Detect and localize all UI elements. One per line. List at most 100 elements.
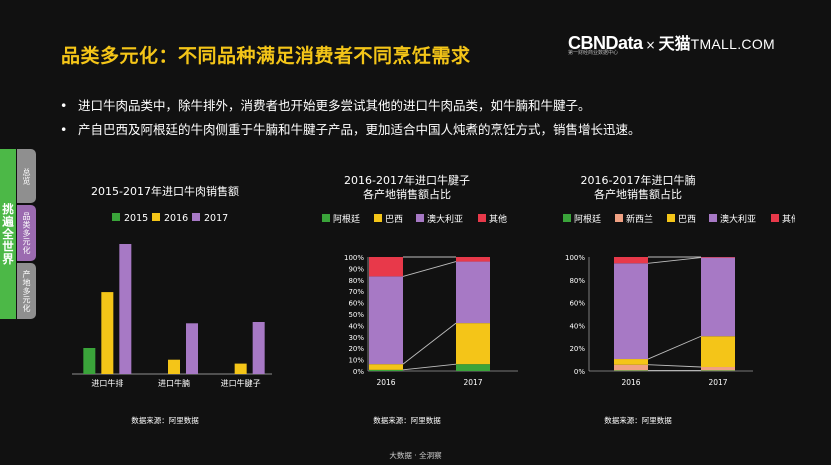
logo-tagline: 第一财经商业数据中心 xyxy=(568,50,619,56)
stack-seg-巴西-2016 xyxy=(369,364,403,370)
stack-connector-line xyxy=(402,363,457,371)
legend-swatch xyxy=(192,213,200,221)
stack-seg-其他-2016 xyxy=(614,257,648,264)
y-tick-label: 90% xyxy=(348,265,364,273)
tmall-logo-cn: 天猫 xyxy=(658,34,691,53)
footer-slogan: 大数据 · 全洞察 xyxy=(389,451,442,460)
nav-tab-label: 品类多元化 xyxy=(22,211,31,255)
nav-tab-label: 总览 xyxy=(22,167,31,185)
x-tick-label: 2016 xyxy=(376,378,395,387)
stack-seg-阿根廷-2017 xyxy=(701,370,735,371)
y-tick-label: 20% xyxy=(569,345,585,353)
y-tick-label: 40% xyxy=(569,322,585,330)
legend-swatch xyxy=(374,214,382,222)
chart-title: 2016-2017年进口牛腩 xyxy=(581,173,696,187)
legend-swatch xyxy=(112,213,120,221)
stack-seg-其他-2017 xyxy=(456,257,490,262)
y-tick-label: 0% xyxy=(574,368,585,376)
legend-label: 巴西 xyxy=(385,214,403,225)
legend-label: 巴西 xyxy=(678,214,696,225)
y-tick-label: 10% xyxy=(348,357,364,365)
stack-seg-澳大利亚-2017 xyxy=(456,261,490,324)
stack-connector-line xyxy=(647,335,702,360)
section-nav-main[interactable] xyxy=(0,149,16,319)
bullet-text: 产自巴西及阿根廷的牛肉侧重于牛腩和牛腱子产品，更加适合中国人炖煮的烹饪方式，销售… xyxy=(78,122,641,137)
x-tick-label: 2016 xyxy=(621,378,640,387)
legend-label: 澳大利亚 xyxy=(720,213,756,225)
stack-seg-新西兰-2017 xyxy=(701,367,735,371)
y-tick-label: 30% xyxy=(348,334,364,342)
stack-seg-阿根廷-2016 xyxy=(614,370,648,371)
bar-2015-进口牛排 xyxy=(83,348,96,374)
stack-seg-新西兰-2016 xyxy=(614,364,648,371)
bar-2016-进口牛腩 xyxy=(168,359,180,374)
legend-swatch xyxy=(478,214,486,222)
bullet-list: • 进口牛肉品类中，除牛排外，消费者也开始更多尝试其他的进口牛肉品类，如牛腩和牛腱… xyxy=(60,94,641,142)
stack-connector-line xyxy=(402,322,457,365)
x-tick-label: 2017 xyxy=(708,378,727,387)
bullet-item: • 产自巴西及阿根廷的牛肉侧重于牛腩和牛腱子产品，更加适合中国人炖煮的烹饪方式，销… xyxy=(60,118,641,142)
x-tick-label: 进口牛排 xyxy=(91,378,123,388)
y-tick-label: 100% xyxy=(344,254,364,262)
legend-label: 2015 xyxy=(124,213,148,224)
y-tick-label: 60% xyxy=(348,300,364,308)
nav-tab-category-diversity[interactable]: 品类多元化 xyxy=(17,205,36,261)
chart-title: 2016-2017年进口牛腱子 xyxy=(344,173,470,187)
nav-tab-overview[interactable]: 总览 xyxy=(17,149,36,203)
legend-label: 其他 xyxy=(489,213,507,225)
legend-swatch xyxy=(416,214,424,222)
stack-seg-巴西-2017 xyxy=(456,323,490,365)
y-tick-label: 40% xyxy=(348,322,364,330)
stack-seg-其他-2017 xyxy=(701,257,735,258)
chart-subtitle: 各产地销售额占比 xyxy=(594,187,682,201)
data-source-note: 数据来源：阿里数据 xyxy=(131,415,199,425)
tmall-logo-en: TMALL.COM xyxy=(690,36,775,52)
legend-swatch xyxy=(322,214,330,222)
legend-swatch xyxy=(667,214,675,222)
bullet-dot-icon: • xyxy=(60,98,68,113)
x-tick-label: 进口牛腩 xyxy=(158,378,190,388)
section-nav-main-label: 挑遍全世界 xyxy=(1,202,15,266)
stack-seg-其他-2016 xyxy=(369,257,403,277)
stack-connector-line xyxy=(647,257,702,264)
stack-seg-阿根廷-2017 xyxy=(456,364,490,371)
logo-separator: × xyxy=(645,38,656,52)
chart-subtitle: 各产地销售额占比 xyxy=(363,187,451,201)
legend-swatch xyxy=(563,214,571,222)
legend-label: 阿根廷 xyxy=(574,213,601,225)
y-tick-label: 50% xyxy=(348,311,364,319)
legend-label: 其他 xyxy=(782,213,795,225)
y-tick-label: 0% xyxy=(353,368,364,376)
y-tick-label: 100% xyxy=(565,254,585,262)
x-tick-label: 2017 xyxy=(463,378,482,387)
legend-label: 新西兰 xyxy=(626,213,653,225)
legend-label: 2016 xyxy=(164,213,188,224)
bullet-item: • 进口牛肉品类中，除牛排外，消费者也开始更多尝试其他的进口牛肉品类，如牛腩和牛腱… xyxy=(60,94,641,118)
nav-tab-origin-diversity[interactable]: 产地多元化 xyxy=(17,263,36,319)
stack-connector-line xyxy=(647,364,702,368)
bar-2017-进口牛腩 xyxy=(186,323,198,374)
y-tick-label: 20% xyxy=(348,345,364,353)
bullet-dot-icon: • xyxy=(60,122,68,137)
data-source-note: 数据来源：阿里数据 xyxy=(604,415,672,425)
legend-label: 阿根廷 xyxy=(333,213,360,225)
stack-seg-澳大利亚-2016 xyxy=(369,276,403,365)
legend-swatch xyxy=(771,214,779,222)
y-tick-label: 60% xyxy=(569,300,585,308)
nav-tab-label: 产地多元化 xyxy=(22,269,31,313)
stack-seg-澳大利亚-2017 xyxy=(701,257,735,337)
y-tick-label: 70% xyxy=(348,288,364,296)
legend-swatch xyxy=(709,214,717,222)
sales-bar-chart: 2015-2017年进口牛肉销售额 2015 2016 2017 进口牛排 进口牛腩 进口牛… xyxy=(72,184,272,425)
legend-label: 澳大利亚 xyxy=(427,213,463,225)
legend-swatch xyxy=(615,214,623,222)
bullet-text: 进口牛肉品类中，除牛排外，消费者也开始更多尝试其他的进口牛肉品类，如牛腩和牛腱子… xyxy=(78,98,591,113)
stack-seg-巴西-2017 xyxy=(701,336,735,368)
stack-seg-澳大利亚-2016 xyxy=(614,263,648,360)
page-title: 品类多元化：不同品种满足消费者不同烹饪需求 xyxy=(61,45,471,67)
bar-2016-进口牛排 xyxy=(101,292,114,374)
bar-2017-进口牛排 xyxy=(119,244,132,374)
chart-title: 2015-2017年进口牛肉销售额 xyxy=(91,184,239,198)
